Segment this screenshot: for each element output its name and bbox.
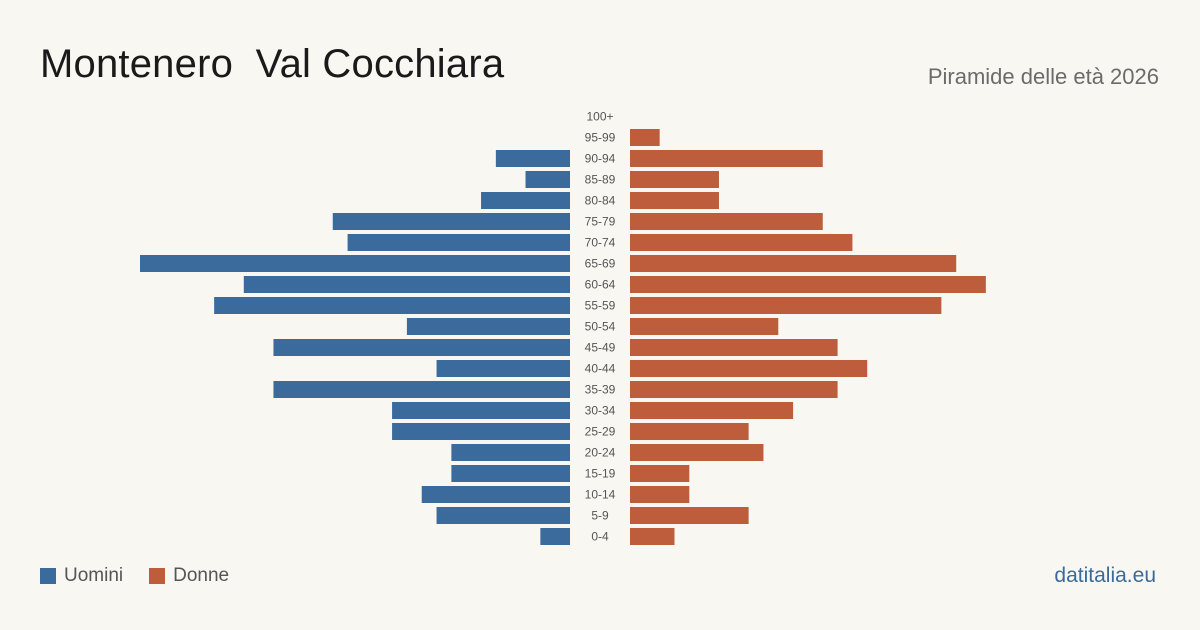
bar-male-30-34 <box>392 402 570 419</box>
bar-female-15-19 <box>630 465 690 482</box>
legend-swatch-male <box>40 568 56 584</box>
bar-female-20-24 <box>630 444 764 461</box>
bar-female-50-54 <box>630 318 779 335</box>
chart-title: Montenero Val Cocchiara <box>40 42 505 86</box>
bar-female-10-14 <box>630 486 690 503</box>
legend-item-female: Donne <box>149 565 229 587</box>
age-label-75-79: 75-79 <box>585 215 616 229</box>
age-label-100+: 100+ <box>586 110 613 124</box>
age-label-50-54: 50-54 <box>585 320 616 334</box>
bar-female-75-79 <box>630 213 823 230</box>
bar-female-85-89 <box>630 171 719 188</box>
bar-male-50-54 <box>406 318 570 335</box>
age-label-85-89: 85-89 <box>585 173 616 187</box>
brand-link[interactable]: datitalia.eu <box>1054 564 1156 587</box>
chart-subtitle: Piramide delle età 2026 <box>927 64 1159 89</box>
age-label-35-39: 35-39 <box>585 383 616 397</box>
bar-female-65-69 <box>630 255 957 272</box>
age-label-70-74: 70-74 <box>585 236 616 250</box>
bar-male-70-74 <box>347 234 570 251</box>
bar-female-5-9 <box>630 507 749 524</box>
age-label-80-84: 80-84 <box>585 194 616 208</box>
age-label-60-64: 60-64 <box>585 278 616 292</box>
bar-male-40-44 <box>436 360 570 377</box>
bar-female-35-39 <box>630 381 838 398</box>
bar-male-55-59 <box>214 297 570 314</box>
age-label-25-29: 25-29 <box>585 425 616 439</box>
bar-female-25-29 <box>630 423 749 440</box>
age-label-5-9: 5-9 <box>591 509 609 523</box>
bar-male-85-89 <box>525 171 570 188</box>
age-label-90-94: 90-94 <box>585 152 616 166</box>
bar-male-75-79 <box>332 213 570 230</box>
bar-male-25-29 <box>392 423 570 440</box>
bar-male-60-64 <box>243 276 571 293</box>
bar-male-35-39 <box>273 381 570 398</box>
bar-male-45-49 <box>273 339 570 356</box>
age-label-55-59: 55-59 <box>585 299 616 313</box>
bar-female-0-4 <box>630 528 675 545</box>
age-label-15-19: 15-19 <box>585 467 616 481</box>
bar-female-60-64 <box>630 276 986 293</box>
age-label-95-99: 95-99 <box>585 131 616 145</box>
bar-female-95-99 <box>630 129 660 146</box>
bar-female-55-59 <box>630 297 942 314</box>
age-label-45-49: 45-49 <box>585 341 616 355</box>
age-label-40-44: 40-44 <box>585 362 616 376</box>
age-label-10-14: 10-14 <box>585 488 616 502</box>
bar-male-0-4 <box>540 528 570 545</box>
bar-male-5-9 <box>436 507 570 524</box>
legend-label-male: Uomini <box>64 565 124 586</box>
bar-male-90-94 <box>495 150 570 167</box>
age-label-0-4: 0-4 <box>591 530 609 544</box>
bar-female-40-44 <box>630 360 868 377</box>
bar-female-45-49 <box>630 339 838 356</box>
legend-item-male: Uomini <box>40 565 123 587</box>
bar-male-10-14 <box>421 486 570 503</box>
age-label-30-34: 30-34 <box>585 404 616 418</box>
bar-male-15-19 <box>451 465 570 482</box>
legend-label-female: Donne <box>173 565 230 586</box>
bar-female-30-34 <box>630 402 794 419</box>
bar-female-80-84 <box>630 192 719 209</box>
bar-female-90-94 <box>630 150 823 167</box>
legend: Uomini Donne <box>40 565 229 587</box>
age-label-20-24: 20-24 <box>585 446 616 460</box>
bar-male-20-24 <box>451 444 570 461</box>
bar-male-80-84 <box>481 192 570 209</box>
legend-swatch-female <box>149 568 166 584</box>
bar-male-65-69 <box>140 255 570 272</box>
bar-female-70-74 <box>630 234 853 251</box>
age-label-65-69: 65-69 <box>585 257 616 271</box>
